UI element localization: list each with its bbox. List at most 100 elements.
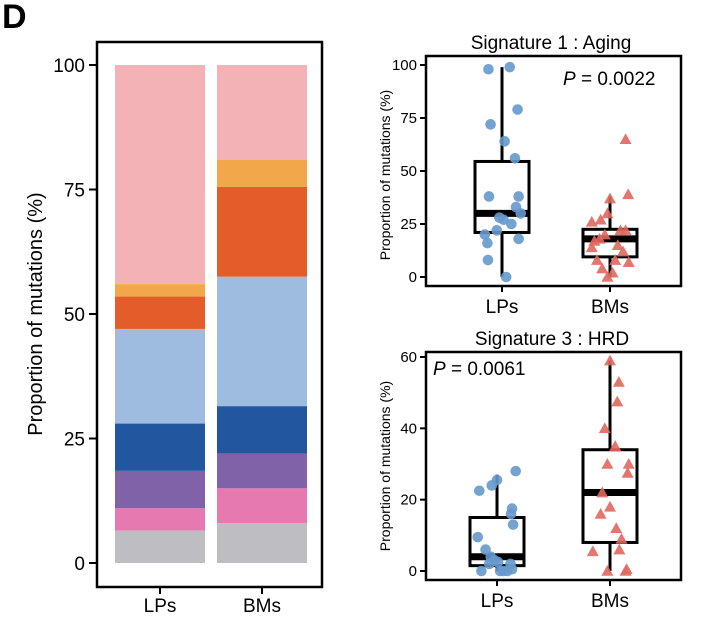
aging-p-label: P [563, 69, 576, 90]
aging-point-bms [585, 241, 598, 253]
stack-segment-bms-3 [217, 406, 307, 454]
stacked-y-tick-label: 0 [74, 554, 85, 575]
aging-point-lps [513, 233, 524, 245]
aging-plot-content: 0 25 50 75 100 LPs BMs [392, 57, 639, 318]
box-plot-aging: Signature 1 : Aging 0 25 50 75 100 LPs BMs P =… [377, 33, 683, 318]
hrd-point-bms [609, 440, 622, 451]
aging-point-lps [509, 152, 521, 164]
hrd-point-bms [596, 486, 609, 498]
hrd-point-lps [505, 508, 517, 520]
aging-plot-frame [424, 54, 683, 288]
hrd-y-axis-label: Proportion of mutations (%) [377, 381, 393, 551]
hrd-point-lps [472, 531, 484, 543]
hrd-point-bms [621, 466, 634, 478]
aging-point-bms [585, 215, 598, 227]
stacked-y-tick-label: 25 [64, 430, 85, 451]
aging-x-tick-label-lps: LPs [486, 297, 519, 318]
stack-segment-bms-1 [217, 488, 307, 524]
aging-y-tick-label: 0 [409, 269, 417, 286]
aging-point-bms [611, 239, 624, 250]
aging-point-lps [504, 61, 516, 73]
stack-segment-bms-5 [217, 187, 307, 277]
hrd-plot-frame [424, 350, 683, 582]
stack-segment-lps-3 [115, 423, 205, 471]
hrd-point-bms [586, 545, 599, 557]
hrd-point-bms [615, 532, 628, 544]
hrd-point-bms [613, 543, 626, 555]
hrd-title: Signature 3 : HRD [475, 329, 629, 350]
stacked-y-ticks: 0 25 50 75 100 [53, 56, 97, 575]
stacked-bar-chart: 0 25 50 75 100 LPs BMs Proportion of mutation… [25, 40, 324, 617]
aging-point-lps [498, 214, 509, 226]
stacked-x-ticks: LPs BMs [144, 587, 281, 617]
hrd-point-bms [604, 354, 616, 366]
aging-point-bms [619, 133, 632, 144]
aging-title: Signature 1 : Aging [471, 33, 632, 54]
aging-point-bms [594, 213, 607, 225]
aging-p-number: = 0.0022 [576, 69, 656, 90]
hrd-x-tick-label-bms: BMs [591, 591, 629, 612]
stack-segment-lps-7 [115, 65, 205, 285]
hrd-x-tick-label-lps: LPs [481, 591, 514, 612]
hrd-y-tick-label: 60 [400, 349, 417, 366]
aging-point-lps [513, 191, 524, 202]
stacked-x-tick-label-bms: BMs [243, 596, 281, 617]
hrd-point-lps [492, 556, 504, 568]
hrd-point-bms [619, 565, 632, 576]
aging-point-bms [606, 266, 619, 278]
hrd-point-lps [510, 465, 522, 477]
aging-point-bms [619, 224, 632, 236]
hrd-point-lps [506, 563, 518, 575]
aging-point-lps [506, 218, 517, 230]
hrd-y-tick-label: 20 [400, 492, 417, 509]
hrd-point-bms [612, 375, 625, 387]
aging-point-bms [604, 192, 616, 204]
stacked-x-tick-label-lps: LPs [144, 596, 177, 617]
stacked-y-tick-label: 50 [64, 305, 85, 326]
stacked-bars [115, 65, 307, 563]
hrd-point-bms [598, 422, 611, 434]
aging-point-bms [591, 254, 603, 265]
aging-point-bms [596, 262, 609, 274]
stack-segment-lps-0 [115, 530, 205, 563]
hrd-point-bms [610, 522, 623, 533]
aging-point-bms [622, 256, 635, 267]
hrd-p-label: P [433, 359, 446, 380]
stacked-y-axis-label: Proportion of mutations (%) [25, 192, 47, 435]
aging-point-lps [485, 119, 496, 130]
hrd-point-lps [474, 485, 485, 497]
panel-letter: D [2, 0, 27, 36]
hrd-point-bms [594, 507, 607, 519]
aging-y-tick-label: 100 [392, 57, 417, 74]
stack-segment-lps-6 [115, 284, 205, 297]
hrd-point-bms [622, 458, 635, 469]
hrd-point-lps [476, 565, 487, 577]
stack-segment-lps-5 [115, 296, 205, 329]
aging-point-lps [499, 136, 510, 147]
stack-segment-lps-4 [115, 328, 205, 424]
aging-point-bms [598, 228, 611, 240]
aging-y-tick-label: 25 [400, 216, 417, 233]
aging-point-lps [483, 63, 494, 75]
aging-point-bms [617, 245, 629, 257]
hrd-p-value: P = 0.0061 [433, 359, 525, 380]
hrd-y-tick-label: 0 [409, 563, 417, 580]
stack-segment-bms-0 [217, 523, 307, 563]
hrd-y-tick-label: 40 [400, 420, 417, 437]
stacked-y-tick-label: 75 [64, 181, 85, 202]
aging-point-bms [609, 254, 622, 265]
aging-point-lps [482, 237, 493, 249]
hrd-point-bms [601, 458, 614, 469]
stack-segment-bms-4 [217, 276, 307, 407]
stack-segment-bms-6 [217, 159, 307, 188]
hrd-point-lps [507, 519, 519, 530]
box-plot-hrd: Signature 3 : HRD 0 20 40 60 LPs BMs P = 0.00… [377, 329, 683, 612]
stack-segment-lps-2 [115, 470, 205, 509]
aging-box-bms [581, 227, 639, 259]
aging-point-lps [512, 104, 523, 115]
aging-point-lps [515, 208, 527, 219]
stacked-y-tick-label: 100 [53, 56, 85, 77]
aging-point-bms [622, 188, 635, 200]
aging-point-lps [500, 271, 512, 283]
